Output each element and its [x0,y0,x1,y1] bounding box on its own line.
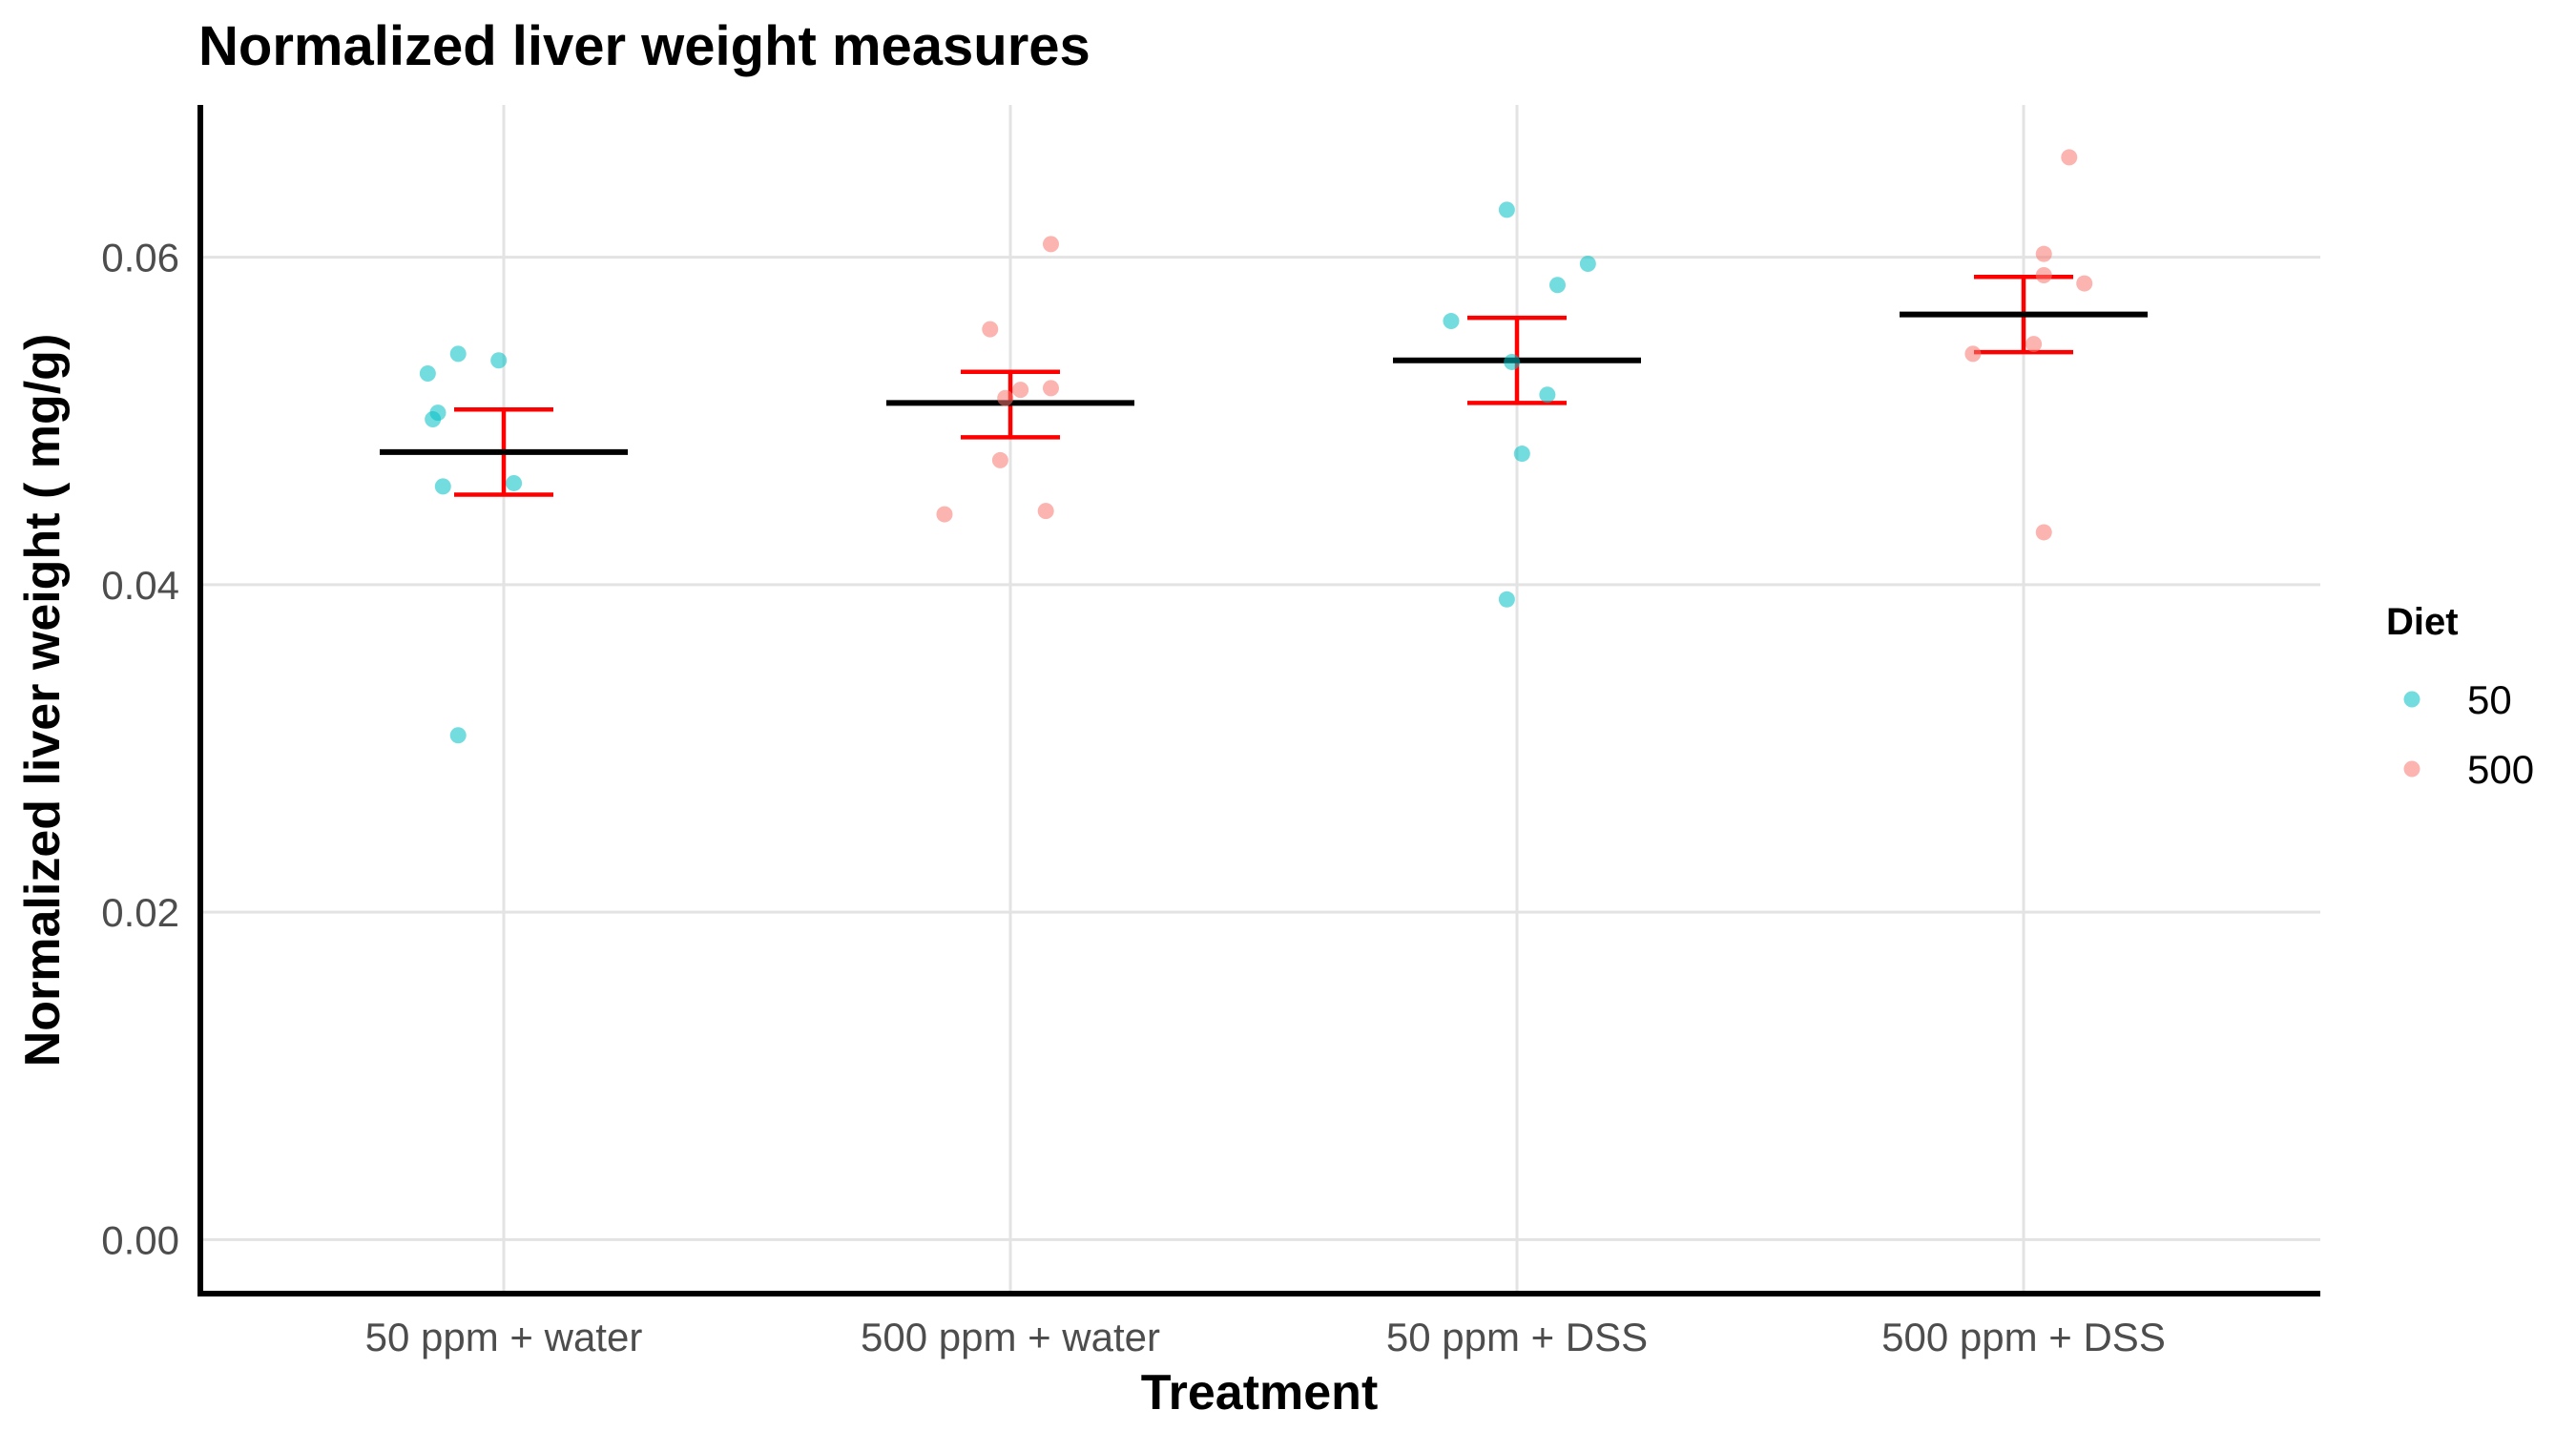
data-point [449,345,467,363]
x-tick-labels: 50 ppm + water 500 ppm + water 50 ppm + DS… [365,1315,2166,1359]
y-tick-label: 0.00 [101,1217,179,1262]
x-axis-title: Treatment [1141,1365,1379,1421]
legend-label: 50 [2467,677,2512,722]
data-point [1042,380,1059,397]
data-point [1498,201,1515,218]
data-point [1037,503,1054,520]
data-point [1579,255,1596,272]
legend-title: Diet [2386,601,2459,643]
data-point [2025,336,2043,353]
data-point [997,389,1014,406]
data-point [1548,277,1566,294]
legend-entries: 50 500 [2403,677,2534,792]
data-point [1012,382,1029,399]
data-point [2035,524,2052,541]
x-tick-label: 50 ppm + water [365,1315,643,1359]
data-point [1964,345,1982,363]
y-tick-labels: 0.00 0.02 0.04 0.06 [101,236,179,1263]
data-point [506,474,523,491]
data-point [1513,446,1530,463]
y-tick-label: 0.02 [101,890,179,935]
data-point [1539,386,1556,404]
y-tick-label: 0.04 [101,563,179,608]
gridlines [200,105,2320,1294]
data-point [449,727,467,744]
data-point [982,321,999,338]
chart-title: Normalized liver weight measures [198,15,1091,77]
data-point [991,451,1008,468]
x-tick-label: 500 ppm + DSS [1881,1315,2166,1359]
summary-markers [380,274,2148,497]
data-point [936,506,953,523]
data-point [1504,353,1521,370]
data-points [419,149,2093,744]
data-point [425,411,442,428]
data-point [1042,236,1059,253]
data-point [2061,149,2078,166]
y-axis-title: Normalized liver weight ( mg/g) [15,334,71,1068]
legend: Diet 50 500 [2386,601,2534,792]
data-point [1498,591,1515,608]
data-point [434,478,451,495]
data-point [490,352,508,369]
data-point [1443,313,1460,330]
y-tick-label: 0.06 [101,236,179,280]
legend-swatch [2403,760,2420,778]
data-point [2076,275,2093,292]
data-point [419,364,436,382]
data-point [2035,266,2052,283]
legend-swatch [2403,691,2420,708]
x-tick-label: 50 ppm + DSS [1386,1315,1648,1359]
legend-label: 500 [2467,747,2534,792]
x-tick-label: 500 ppm + water [861,1315,1160,1359]
data-point [2035,245,2052,262]
